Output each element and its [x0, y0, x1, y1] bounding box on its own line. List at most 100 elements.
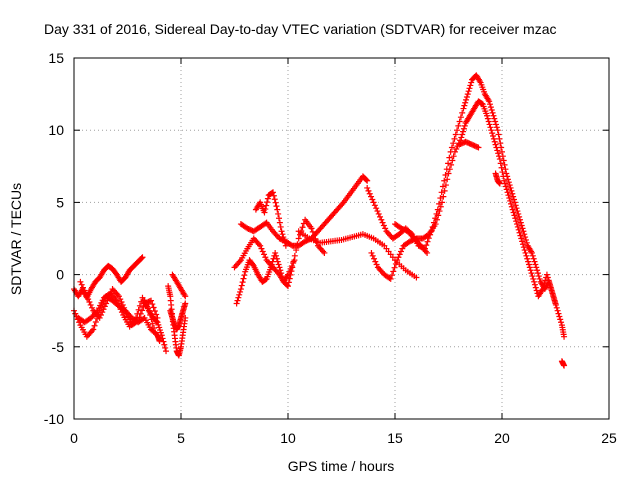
data-point — [273, 255, 280, 262]
data-point — [501, 177, 508, 184]
data-point — [365, 187, 372, 194]
data-point — [366, 190, 373, 197]
data-point — [436, 208, 443, 215]
data-point — [373, 261, 380, 268]
data-point — [495, 131, 502, 138]
data-point — [439, 199, 446, 206]
data-point — [529, 252, 536, 259]
data-point — [445, 170, 452, 177]
data-point — [515, 210, 522, 217]
data-point — [135, 306, 142, 313]
data-point — [541, 280, 548, 287]
series-arc-4 — [75, 290, 159, 336]
data-point — [72, 310, 79, 317]
data-point — [369, 252, 376, 259]
data-point — [459, 109, 466, 116]
series-arc-8 — [169, 271, 189, 300]
data-point — [413, 274, 420, 281]
data-point — [262, 206, 269, 213]
data-point — [92, 318, 99, 325]
data-point — [512, 202, 519, 209]
data-point — [394, 257, 401, 264]
data-point — [236, 291, 243, 298]
data-point — [435, 212, 442, 219]
data-point — [117, 306, 124, 313]
data-point — [374, 208, 381, 215]
data-marks — [71, 72, 568, 369]
data-point — [286, 268, 293, 275]
data-point — [519, 241, 526, 248]
data-point — [160, 338, 167, 345]
data-point — [475, 144, 482, 151]
data-point — [274, 206, 281, 213]
data-point — [530, 255, 537, 262]
data-point — [539, 286, 546, 293]
data-point — [513, 205, 520, 212]
data-point — [463, 96, 470, 103]
x-tick-label: 0 — [70, 430, 78, 446]
data-point — [454, 127, 461, 134]
data-point — [507, 184, 514, 191]
data-point — [182, 293, 189, 300]
data-point — [460, 125, 467, 132]
data-point — [489, 109, 496, 116]
data-point — [484, 115, 491, 122]
data-point — [163, 348, 170, 355]
series-arc-13 — [295, 228, 420, 281]
data-point — [441, 187, 448, 194]
data-point — [552, 300, 559, 307]
x-tick-label: 20 — [494, 430, 510, 446]
data-point — [280, 234, 287, 241]
data-point — [486, 121, 493, 128]
data-point — [496, 180, 503, 187]
data-point — [501, 161, 508, 168]
data-point — [295, 235, 302, 242]
data-point — [488, 127, 495, 134]
data-point — [532, 284, 539, 291]
data-point — [133, 314, 140, 321]
data-point — [258, 245, 265, 252]
data-point — [387, 275, 394, 282]
data-point — [457, 114, 464, 121]
y-tick-label: 15 — [48, 50, 64, 66]
data-point — [551, 297, 558, 304]
data-point — [491, 115, 498, 122]
data-point — [499, 148, 505, 155]
data-point — [517, 232, 524, 239]
data-point — [379, 219, 386, 226]
data-point — [450, 153, 457, 160]
data-point — [116, 303, 123, 310]
data-point — [152, 329, 159, 336]
data-point — [151, 325, 158, 332]
data-point — [518, 222, 525, 229]
data-point — [509, 190, 516, 197]
data-point — [279, 231, 286, 238]
data-point — [492, 118, 499, 125]
data-point — [493, 121, 500, 128]
data-point — [497, 140, 504, 147]
data-point — [91, 322, 98, 329]
series-arc-16 — [392, 221, 431, 256]
data-point — [149, 301, 156, 308]
data-point — [85, 296, 92, 303]
data-point — [138, 255, 145, 262]
data-point — [519, 238, 526, 245]
data-point — [391, 264, 398, 271]
data-point — [520, 244, 527, 251]
data-point — [368, 193, 375, 200]
data-point — [151, 307, 158, 314]
data-point — [100, 306, 107, 313]
data-point — [273, 203, 280, 210]
data-point — [272, 199, 279, 206]
data-point — [440, 193, 447, 200]
data-point — [399, 245, 406, 252]
data-point — [424, 238, 431, 245]
data-point — [382, 225, 389, 232]
data-point — [490, 112, 497, 119]
data-point — [518, 235, 525, 242]
data-point — [81, 287, 88, 294]
data-point — [516, 213, 523, 220]
y-tick-label: 5 — [56, 194, 64, 210]
data-point — [456, 118, 463, 125]
data-point — [115, 293, 122, 300]
